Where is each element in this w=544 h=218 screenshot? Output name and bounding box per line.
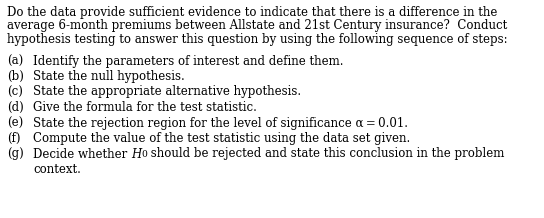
Text: hypothesis testing to answer this question by using the following sequence of st: hypothesis testing to answer this questi… bbox=[7, 33, 508, 46]
Text: Compute the value of the test statistic using the data set given.: Compute the value of the test statistic … bbox=[33, 132, 410, 145]
Text: 0: 0 bbox=[141, 150, 147, 159]
Text: Identify the parameters of interest and define them.: Identify the parameters of interest and … bbox=[33, 54, 343, 68]
Text: Do the data provide sufficient evidence to indicate that there is a difference i: Do the data provide sufficient evidence … bbox=[7, 6, 497, 19]
Text: average 6-month premiums between Allstate and 21st Century insurance?  Conduct: average 6-month premiums between Allstat… bbox=[7, 19, 507, 32]
Text: Decide whether: Decide whether bbox=[33, 148, 131, 160]
Text: (c): (c) bbox=[7, 85, 23, 99]
Text: (b): (b) bbox=[7, 70, 24, 83]
Text: Give the formula for the test statistic.: Give the formula for the test statistic. bbox=[33, 101, 257, 114]
Text: (a): (a) bbox=[7, 54, 23, 68]
Text: (d): (d) bbox=[7, 101, 24, 114]
Text: context.: context. bbox=[33, 163, 81, 176]
Text: State the rejection region for the level of significance α = 0.01.: State the rejection region for the level… bbox=[33, 116, 408, 129]
Text: (f): (f) bbox=[7, 132, 21, 145]
Text: State the appropriate alternative hypothesis.: State the appropriate alternative hypoth… bbox=[33, 85, 301, 99]
Text: (g): (g) bbox=[7, 148, 24, 160]
Text: should be rejected and state this conclusion in the problem: should be rejected and state this conclu… bbox=[147, 148, 504, 160]
Text: 0: 0 bbox=[141, 148, 147, 157]
Text: (e): (e) bbox=[7, 116, 23, 129]
Text: H: H bbox=[131, 148, 141, 160]
Text: State the null hypothesis.: State the null hypothesis. bbox=[33, 70, 185, 83]
